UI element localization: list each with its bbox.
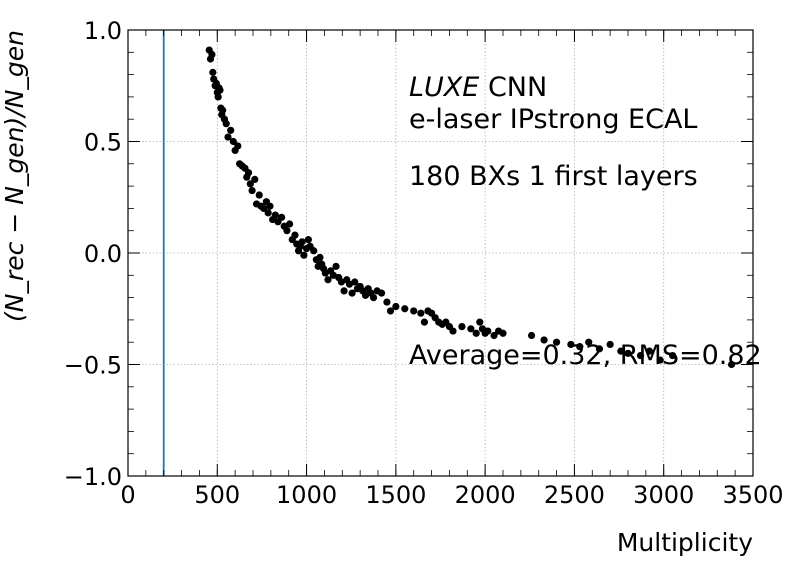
- annotation-title: LUXE CNN: [409, 72, 547, 103]
- data-point: [458, 322, 466, 331]
- data-point: [224, 133, 232, 141]
- annotation-luxe: LUXE: [409, 72, 479, 103]
- data-point: [383, 298, 391, 306]
- data-point: [606, 340, 614, 349]
- data-point: [304, 236, 312, 244]
- y-tick-label: −0.5: [64, 352, 122, 380]
- data-points: [205, 46, 736, 369]
- data-point: [576, 343, 584, 351]
- data-point: [527, 331, 536, 340]
- data-point: [727, 360, 736, 369]
- x-tick-label: 2000: [455, 481, 516, 509]
- data-point: [266, 202, 274, 210]
- data-point: [340, 287, 348, 295]
- data-point: [234, 142, 242, 150]
- data-point: [585, 338, 593, 346]
- data-point: [377, 289, 386, 297]
- x-tick-label: 2500: [544, 481, 605, 509]
- data-point: [227, 126, 235, 134]
- data-point: [255, 191, 263, 199]
- data-point: [484, 327, 492, 335]
- data-point: [219, 106, 227, 114]
- data-point: [248, 186, 256, 195]
- data-point: [449, 327, 457, 335]
- data-point: [595, 345, 604, 353]
- data-point: [645, 347, 654, 355]
- x-tick-label: 0: [120, 481, 135, 509]
- y-tick-labels: −1.0 −0.5 0.0 0.5 1.0: [64, 17, 122, 491]
- data-point: [222, 120, 230, 128]
- data-point: [420, 318, 429, 326]
- y-tick-label: 0.0: [84, 240, 122, 268]
- data-point: [324, 276, 332, 284]
- x-tick-label: 3500: [722, 481, 783, 509]
- data-point: [624, 349, 632, 357]
- data-point: [251, 175, 259, 184]
- data-point: [656, 356, 664, 364]
- data-point: [332, 262, 340, 270]
- data-point: [214, 93, 222, 101]
- y-tick-label: −1.0: [64, 463, 122, 491]
- data-point: [467, 325, 475, 333]
- data-point: [386, 307, 395, 315]
- y-axis-title: (N_rec − N_gen)/N_gen: [0, 30, 29, 322]
- x-tick-labels: 0 500 1000 1500 2000 2500 3000 3500: [120, 481, 783, 509]
- data-point: [417, 309, 425, 317]
- data-point: [567, 340, 575, 349]
- data-point: [401, 305, 409, 313]
- y-tick-label: 0.5: [84, 129, 122, 157]
- data-point: [310, 247, 318, 255]
- data-point: [472, 329, 480, 337]
- x-tick-label: 500: [194, 481, 240, 509]
- data-point: [392, 302, 400, 311]
- x-tick-label: 1000: [276, 481, 337, 509]
- data-point: [300, 251, 308, 259]
- data-point: [244, 169, 253, 177]
- data-point: [410, 307, 418, 315]
- annotation-setup: e-laser IPstrong ECAL: [409, 104, 697, 135]
- data-point: [260, 204, 268, 212]
- data-point: [291, 231, 299, 239]
- annotation-cnn: CNN: [479, 72, 547, 103]
- data-point: [540, 336, 548, 344]
- axis-ticks: [127, 29, 754, 477]
- data-point: [264, 209, 272, 217]
- data-point: [617, 347, 625, 355]
- data-point: [286, 220, 294, 228]
- annotation-bx: 180 BXs 1 first layers: [409, 161, 698, 192]
- data-point: [246, 180, 254, 188]
- data-point: [490, 331, 498, 340]
- data-point: [476, 318, 484, 326]
- data-point: [216, 86, 224, 94]
- data-point: [277, 213, 286, 221]
- data-point: [552, 338, 561, 346]
- data-point: [348, 289, 356, 297]
- data-point: [369, 294, 378, 302]
- data-point: [208, 50, 216, 59]
- data-point: [636, 351, 645, 360]
- x-tick-label: 1500: [365, 481, 426, 509]
- data-point: [499, 329, 507, 337]
- data-point: [351, 278, 359, 286]
- data-point: [229, 137, 237, 146]
- data-point: [283, 227, 291, 235]
- x-tick-label: 3000: [633, 481, 694, 509]
- data-point: [316, 253, 324, 262]
- x-axis-title: Multiplicity: [617, 528, 753, 557]
- data-point: [271, 211, 279, 219]
- data-point: [298, 238, 306, 246]
- grid-lines: [128, 30, 753, 476]
- data-point: [209, 68, 217, 76]
- annotation-stats: Average=0.32, RMS=0.82: [409, 340, 762, 371]
- data-point: [669, 351, 677, 360]
- y-tick-label: 1.0: [84, 17, 122, 45]
